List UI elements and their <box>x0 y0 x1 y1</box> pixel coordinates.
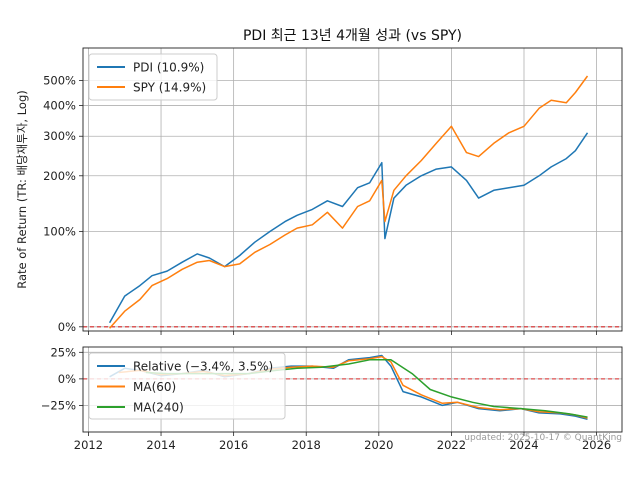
bottom-chart: 25% 0% −25% Relative (−3.4%, 3.5%) MA(60) MA(… <box>41 345 623 452</box>
x-tick-label: 2018 <box>292 438 321 452</box>
top-y-tick-label: 0% <box>58 320 76 334</box>
top-legend-label: PDI (10.9%) <box>133 61 204 75</box>
y-axis-label: Rate of Return (TR: 배당재투자, Log) <box>15 90 29 289</box>
x-tick-label: 2012 <box>74 438 103 452</box>
bottom-legend-label: MA(240) <box>133 401 184 415</box>
x-tick-label: 2022 <box>437 438 466 452</box>
top-legend-label: SPY (14.9%) <box>133 81 206 95</box>
top-frame <box>82 47 623 332</box>
bottom-legend-label: MA(60) <box>133 380 176 394</box>
top-y-tick-label: 200% <box>43 169 76 183</box>
bottom-y-tick-label: 25% <box>50 345 76 359</box>
x-tick-label: 2014 <box>146 438 175 452</box>
bottom-y-tick-label: −25% <box>41 398 76 412</box>
top-chart: 0% 100% 200% 300% 400% 500% PDI (10.9%) SPY (14… <box>15 28 623 335</box>
bottom-frame <box>82 346 623 433</box>
bottom-legend <box>88 352 286 420</box>
top-y-tick-label: 300% <box>43 129 76 143</box>
chart-title: PDI 최근 13년 4개월 성과 (vs SPY) <box>243 28 462 44</box>
x-tick-label: 2020 <box>364 438 393 452</box>
top-y-tick-label: 500% <box>43 73 76 87</box>
top-series-line-1 <box>109 75 589 329</box>
top-legend <box>88 53 218 101</box>
top-series-line-0 <box>108 132 589 324</box>
x-tick-label: 2016 <box>219 438 248 452</box>
x-tick-label: 2026 <box>582 438 611 452</box>
bottom-y-tick-label: 0% <box>58 372 76 386</box>
footer-text: updated: 2025-10-17 © QuantKing <box>464 433 622 443</box>
top-y-tick-label: 400% <box>43 99 76 113</box>
x-tick-label: 2024 <box>509 438 538 452</box>
bottom-legend-label: Relative (−3.4%, 3.5%) <box>133 360 273 374</box>
top-y-tick-label: 100% <box>43 225 76 239</box>
